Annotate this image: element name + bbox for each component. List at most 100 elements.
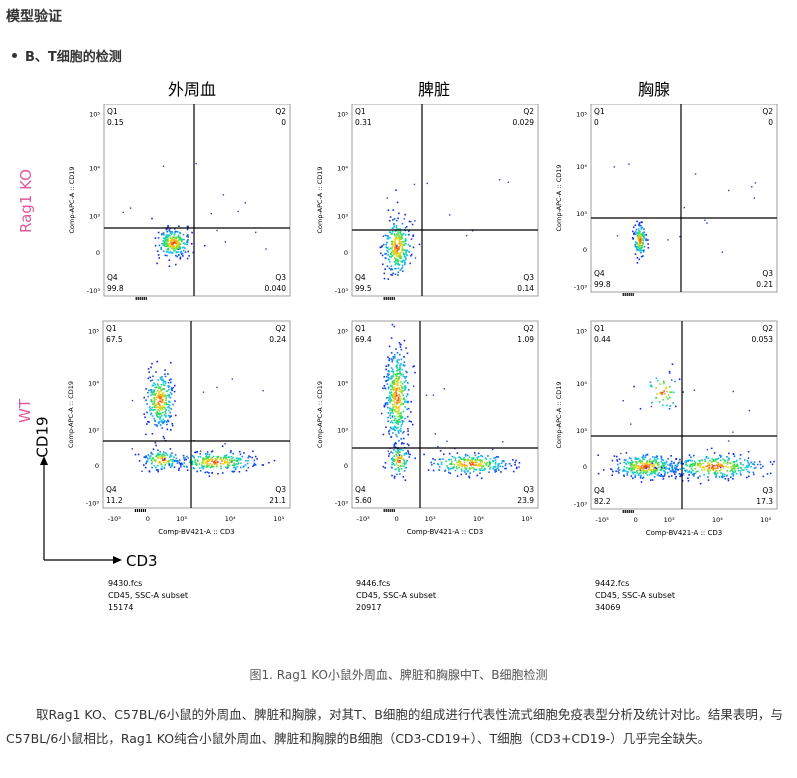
x-tick-label: 10³ xyxy=(664,299,675,300)
event-dot xyxy=(400,391,403,393)
event-dot xyxy=(648,465,651,467)
event-dot xyxy=(707,476,709,478)
event-dot xyxy=(396,260,399,262)
event-dot xyxy=(149,376,151,379)
event-dot xyxy=(234,468,237,471)
event-dot xyxy=(459,456,462,459)
event-dot xyxy=(397,426,399,429)
event-dot xyxy=(746,466,748,469)
event-dot xyxy=(388,430,390,433)
event-dot xyxy=(625,459,627,461)
event-dot xyxy=(654,470,657,472)
event-dot xyxy=(494,456,497,459)
event-dot xyxy=(394,356,396,358)
y-axis-label: Comp-APC-A :: CD19 xyxy=(555,381,563,448)
file-count: 15174 xyxy=(108,603,134,612)
event-dot xyxy=(195,464,198,466)
event-dot xyxy=(476,464,479,467)
event-dot xyxy=(392,227,394,229)
event-dot xyxy=(397,412,399,415)
event-dot xyxy=(246,462,249,465)
event-dot xyxy=(168,459,171,462)
event-dot xyxy=(471,461,473,463)
event-dot xyxy=(402,462,404,465)
event-dot xyxy=(403,452,406,455)
event-dot xyxy=(638,245,641,248)
event-dot xyxy=(170,455,173,457)
event-dot xyxy=(407,451,410,453)
event-dot xyxy=(402,233,404,235)
event-dot xyxy=(391,385,393,387)
event-dot xyxy=(165,401,167,404)
event-dot xyxy=(186,469,189,471)
event-dot xyxy=(153,401,156,404)
event-dot xyxy=(618,469,621,471)
event-dot xyxy=(202,466,205,468)
event-dot xyxy=(178,461,181,464)
axis-rug-mark xyxy=(626,510,628,513)
event-dot xyxy=(176,460,179,463)
event-dot xyxy=(393,353,396,356)
event-dot xyxy=(403,381,406,383)
event-dot xyxy=(643,234,645,236)
event-dot xyxy=(654,472,656,474)
event-dot xyxy=(394,446,397,449)
event-dot xyxy=(395,380,398,382)
event-dot xyxy=(388,455,390,457)
event-dot xyxy=(170,408,172,410)
event-dot xyxy=(399,412,401,415)
event-dot xyxy=(393,455,395,457)
event-dot xyxy=(748,409,751,412)
event-dot xyxy=(645,239,647,242)
event-dot xyxy=(637,468,639,470)
event-dot xyxy=(400,412,402,414)
event-dot xyxy=(405,400,407,403)
event-dot xyxy=(168,414,170,417)
event-dot xyxy=(168,396,170,398)
event-dot xyxy=(404,417,406,420)
event-dot xyxy=(720,465,723,468)
event-dot xyxy=(384,402,387,404)
event-dot xyxy=(167,388,170,391)
event-dot xyxy=(747,466,750,468)
event-dot xyxy=(394,239,397,242)
event-dot xyxy=(409,262,412,265)
event-dot xyxy=(685,469,687,472)
quadrant-value-q2: 0.24 xyxy=(269,335,286,344)
quadrant-value-q1: 0 xyxy=(594,118,599,127)
quadrant-name-q2: Q2 xyxy=(762,324,773,333)
event-dot xyxy=(160,378,162,380)
event-dot xyxy=(187,236,189,238)
event-dot xyxy=(665,468,667,470)
event-dot xyxy=(386,265,389,268)
event-dot xyxy=(391,410,393,412)
event-dot xyxy=(387,412,390,414)
event-dot xyxy=(387,374,389,377)
event-dot xyxy=(671,379,673,381)
event-dot xyxy=(147,368,150,370)
event-dot xyxy=(395,411,397,413)
event-dot xyxy=(727,461,729,463)
event-dot xyxy=(634,224,637,227)
event-dot xyxy=(690,468,693,470)
event-dot xyxy=(166,454,169,457)
event-dot xyxy=(397,396,400,399)
event-dot xyxy=(397,252,399,254)
event-dot xyxy=(630,469,632,472)
event-dot xyxy=(388,359,390,362)
event-dot xyxy=(482,469,484,472)
quadrant-value-q4: 99.8 xyxy=(107,284,124,293)
event-dot xyxy=(637,233,640,235)
event-dot xyxy=(680,473,682,476)
event-dot xyxy=(661,461,664,464)
event-dot xyxy=(404,388,406,390)
axis-rug-mark xyxy=(632,293,634,296)
event-dot xyxy=(471,457,473,459)
event-dot xyxy=(176,462,179,464)
event-dot xyxy=(403,465,405,467)
event-dot xyxy=(714,460,716,462)
event-dot xyxy=(175,240,177,242)
event-dot xyxy=(760,467,762,469)
event-dot xyxy=(397,274,399,276)
event-dot xyxy=(477,452,480,455)
